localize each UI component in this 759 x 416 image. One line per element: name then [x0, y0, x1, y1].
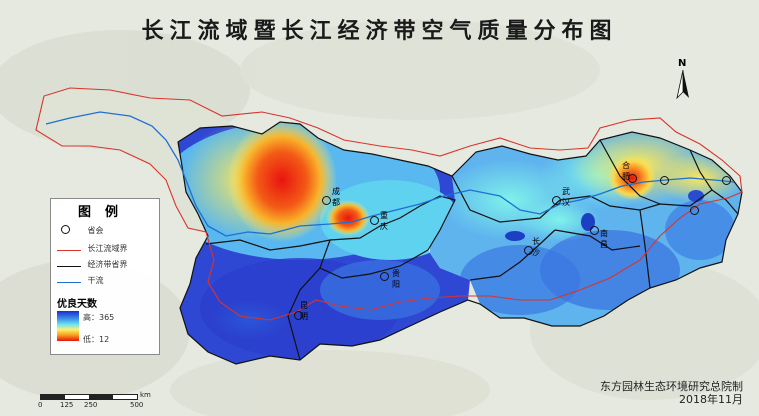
- north-arrow-icon: [676, 70, 689, 100]
- red-line-icon: [57, 250, 81, 251]
- tai-lake: [688, 190, 704, 202]
- ramp-title: 优良天数: [57, 299, 97, 310]
- legend-item-capital: 省会: [57, 225, 104, 236]
- capital-marker-icon: [660, 176, 669, 185]
- ramp-high-label: 高：365: [83, 313, 115, 322]
- city-label: 贵阳: [392, 269, 400, 289]
- capital-marker-icon: [524, 246, 533, 255]
- city-label: 武汉: [562, 187, 570, 207]
- scale-label: 0: [38, 401, 43, 409]
- capital-marker-icon: [690, 206, 699, 215]
- scale-bar-graphic: [40, 394, 138, 400]
- capital-marker-icon: [322, 196, 331, 205]
- city-label: 重庆: [380, 211, 388, 231]
- city-label: 南昌: [600, 229, 608, 249]
- city-label: 长沙: [532, 237, 540, 257]
- legend-label: 长江流域界: [87, 244, 128, 253]
- scale-label: 500: [130, 401, 144, 409]
- north-label: N: [678, 58, 687, 69]
- legend-label: 干流: [87, 276, 104, 285]
- black-line-icon: [57, 266, 81, 267]
- scale-unit: km: [140, 391, 151, 399]
- legend: 图例 省会 长江流域界 经济带省界 干流 优良天数 高：365 低：12: [50, 198, 160, 355]
- city-label: 成都: [332, 187, 340, 207]
- capital-marker-icon: [552, 196, 561, 205]
- west-quality-field: [178, 122, 470, 364]
- credit-date: 2018年11月: [679, 393, 743, 406]
- legend-item-basin-boundary: 长江流域界: [57, 243, 128, 254]
- north-arrow: N: [673, 58, 693, 100]
- province-borders: [177, 121, 743, 365]
- color-ramp: [57, 311, 79, 341]
- capital-marker-icon: [294, 311, 303, 320]
- map-title: 长江流域暨长江经济带空气质量分布图: [141, 18, 618, 44]
- capital-marker-icon: [722, 176, 731, 185]
- scale-label: 125: [60, 401, 74, 409]
- capital-marker-icon: [628, 174, 637, 183]
- credit-organization: 东方园林生态环境研究总院制: [600, 380, 743, 393]
- capital-marker-icon: [370, 216, 379, 225]
- dongting-lake: [505, 231, 525, 241]
- scale-label: 250: [84, 401, 98, 409]
- blue-line-icon: [57, 282, 81, 283]
- legend-item-main-stem: 干流: [57, 275, 104, 286]
- scale-bar: 0 125 250 500 km: [38, 391, 151, 414]
- capital-marker-icon: [380, 272, 389, 281]
- capital-marker-icon: [590, 226, 599, 235]
- legend-label: 经济带省界: [87, 260, 128, 269]
- capital-marker-icon: [61, 225, 70, 234]
- upper-basin-area: [36, 88, 232, 232]
- legend-label: 省会: [87, 226, 104, 235]
- city-label: 合肥: [622, 161, 630, 181]
- city-label: 昆明: [300, 301, 308, 321]
- credit: 东方园林生态环境研究总院制 2018年11月: [600, 380, 743, 406]
- ramp-low-label: 低：12: [83, 335, 110, 344]
- legend-title: 图例: [77, 205, 132, 220]
- legend-item-province-border: 经济带省界: [57, 259, 128, 270]
